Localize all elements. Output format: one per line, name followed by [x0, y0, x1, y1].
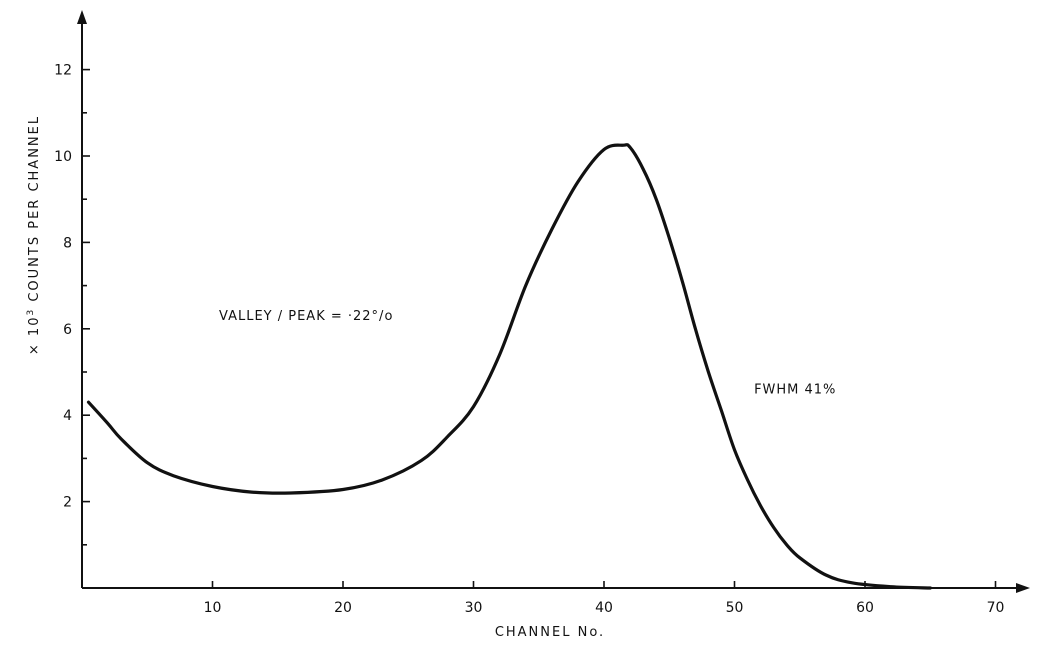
x-ticks: 10 20 30 40 50 60 70 — [204, 581, 1005, 616]
x-tick-label: 70 — [987, 600, 1005, 616]
y-tick-label: 8 — [63, 235, 72, 251]
y-axis-label-prefix: × 10 — [27, 316, 42, 356]
x-axis-label: CHANNEL No. — [495, 625, 605, 640]
y-tick-label: 2 — [63, 495, 72, 511]
y-tick-label: 4 — [63, 408, 72, 424]
x-tick-label: 50 — [726, 600, 744, 616]
y-axis-label-rest: COUNTS PER CHANNEL — [27, 115, 42, 308]
x-tick-label: 20 — [334, 600, 352, 616]
axes — [77, 10, 1030, 593]
y-axis-label: × 103 COUNTS PER CHANNEL — [26, 115, 42, 355]
x-tick-label: 60 — [856, 600, 874, 616]
x-axis-arrowhead — [1016, 583, 1030, 593]
annotations: VALLEY / PEAK = ·22°/o FWHM 41% — [219, 309, 836, 398]
spectrum-series-line — [86, 143, 932, 590]
y-axis-label-exponent: 3 — [26, 308, 36, 316]
valley-peak-annotation: VALLEY / PEAK = ·22°/o — [219, 309, 393, 324]
y-tick-label: 6 — [63, 322, 72, 338]
y-axis-arrowhead — [77, 10, 87, 24]
x-tick-label: 30 — [465, 600, 483, 616]
fwhm-annotation: FWHM 41% — [754, 383, 836, 398]
y-tick-label: 10 — [54, 149, 72, 165]
y-ticks: 2 4 6 8 10 12 — [54, 63, 90, 546]
x-tick-label: 40 — [595, 600, 613, 616]
x-tick-label: 10 — [204, 600, 222, 616]
y-tick-label: 12 — [54, 63, 72, 79]
